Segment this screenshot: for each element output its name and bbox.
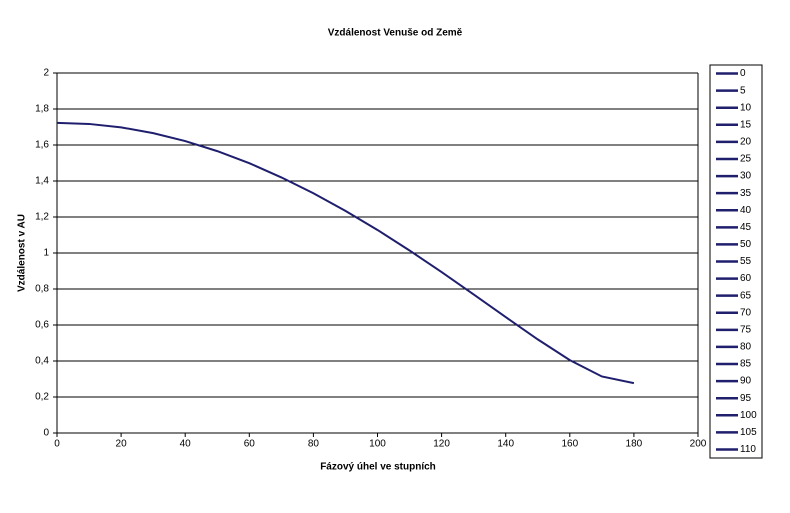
x-tick-label: 180 — [626, 439, 643, 450]
x-tick-label: 120 — [433, 439, 450, 450]
y-tick-label: 0,2 — [35, 392, 49, 403]
x-tick-label: 0 — [54, 439, 60, 450]
legend-label: 15 — [740, 119, 752, 130]
x-tick-label: 200 — [690, 439, 707, 450]
y-tick-label: 0 — [43, 428, 49, 439]
x-tick-label: 160 — [561, 439, 578, 450]
legend-label: 60 — [740, 273, 752, 284]
legend-label: 25 — [740, 154, 752, 165]
legend-label: 65 — [740, 290, 752, 301]
x-tick-label: 20 — [116, 439, 128, 450]
x-tick-label: 140 — [497, 439, 514, 450]
legend-label: 90 — [740, 376, 752, 387]
x-tick-label: 80 — [308, 439, 320, 450]
y-tick-label: 0,6 — [35, 320, 49, 331]
legend-label: 70 — [740, 307, 752, 318]
y-tick-label: 1,8 — [35, 104, 49, 115]
legend-label: 100 — [740, 410, 757, 421]
chart-title: Vzdálenost Venuše od Země — [328, 28, 463, 39]
data-line — [56, 121, 635, 385]
y-tick-label: 1,6 — [35, 140, 49, 151]
y-tick-label: 1,4 — [35, 176, 49, 187]
y-axis-label: Vzdálenost v AU — [17, 214, 28, 292]
x-axis-label: Fázový úhel ve stupních — [320, 462, 436, 473]
y-tick-label: 1 — [43, 248, 49, 259]
legend-label: 80 — [740, 342, 752, 353]
legend-label: 20 — [740, 137, 752, 148]
y-tick-label: 1,2 — [35, 212, 49, 223]
legend-label: 10 — [740, 102, 752, 113]
legend-label: 95 — [740, 393, 752, 404]
legend-label: 0 — [740, 68, 746, 79]
x-tick-label: 100 — [369, 439, 386, 450]
legend-label: 30 — [740, 171, 752, 182]
y-tick-label: 2 — [43, 68, 49, 79]
legend-label: 110 — [740, 444, 756, 455]
legend-label: 45 — [740, 222, 752, 233]
x-tick-label: 40 — [180, 439, 192, 450]
y-tick-label: 0,4 — [35, 356, 49, 367]
legend-label: 35 — [740, 188, 752, 199]
legend-label: 105 — [740, 427, 757, 438]
legend-label: 75 — [740, 324, 752, 335]
legend-label: 40 — [740, 205, 752, 216]
legend-label: 5 — [740, 85, 746, 96]
y-tick-label: 0,8 — [35, 284, 49, 295]
x-tick-label: 60 — [244, 439, 256, 450]
legend-label: 50 — [740, 239, 752, 250]
legend-label: 85 — [740, 359, 752, 370]
legend-label: 55 — [740, 256, 752, 267]
